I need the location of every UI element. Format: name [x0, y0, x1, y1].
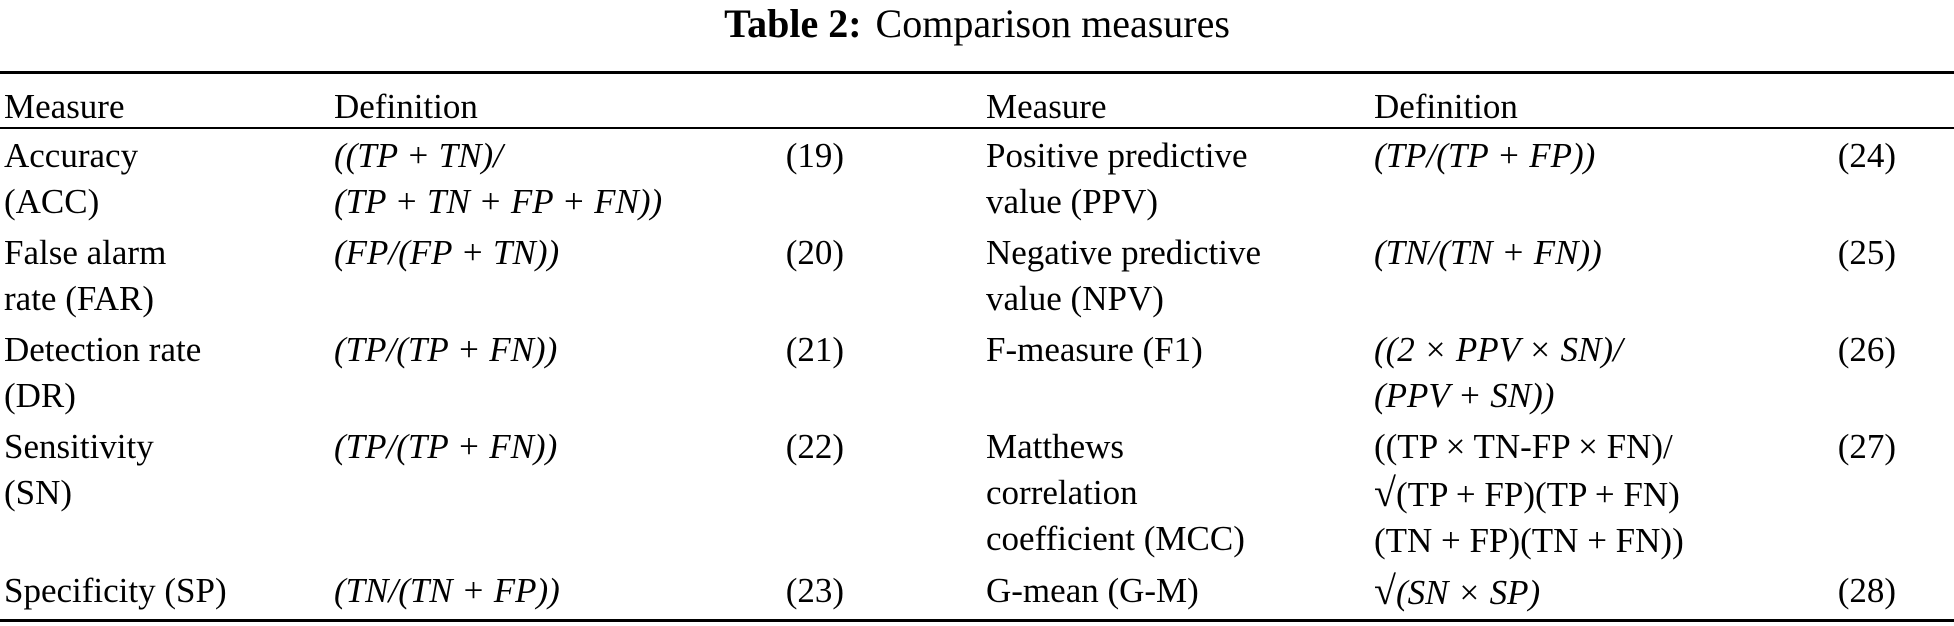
table-row-ppv-measure: Positive predictive value (PPV)	[986, 133, 1247, 225]
table-row-dr-measure: Detection rate (DR)	[4, 327, 201, 419]
table-row-gm-definition: √(SN × SP)	[1374, 568, 1540, 616]
equation-number-19: (19)	[785, 136, 844, 175]
header-definition-right: Definition	[1374, 87, 1518, 126]
table-row-sp-definition: (TN/(TN + FP))	[334, 571, 560, 610]
header-definition-left: Definition	[334, 87, 478, 126]
definition-line: √(TP + FP)(TP + FN)	[1374, 470, 1684, 518]
measure-line: (ACC)	[4, 182, 100, 221]
sqrt-argument: (SN × SP)	[1395, 573, 1541, 612]
measure-line: Negative predictive	[986, 233, 1262, 272]
measure-line: Matthews	[986, 427, 1125, 466]
table-row-npv-measure: Negative predictive value (NPV)	[986, 230, 1261, 322]
measure-line: (SN)	[4, 473, 73, 512]
measure-line: value (PPV)	[986, 182, 1159, 221]
header-measure-right: Measure	[986, 87, 1107, 126]
table-row-acc-definition: ((TP + TN)/ (TP + TN + FP + FN))	[334, 133, 662, 225]
table-row-mcc-measure: Matthews correlation coefficient (MCC)	[986, 424, 1245, 562]
definition-line: (PPV + SN))	[1374, 376, 1555, 415]
definition-line: ((TP + TN)/	[334, 136, 503, 175]
table-row-sn-definition: (TP/(TP + FN))	[334, 427, 558, 466]
table-row-gm-measure: G-mean (G-M)	[986, 571, 1199, 610]
table-row-f1-definition: ((2 × PPV × SN)/ (PPV + SN))	[1374, 327, 1623, 419]
measure-line: rate (FAR)	[4, 279, 154, 318]
equation-number-23: (23)	[785, 571, 844, 610]
definition-line: ((TP × TN-FP × FN)/	[1374, 427, 1673, 466]
table-row-sn-measure: Sensitivity (SN)	[4, 424, 154, 516]
table-row-sp-measure: Specificity (SP)	[4, 571, 227, 610]
measure-line: correlation	[986, 473, 1138, 512]
table-row-far-definition: (FP/(FP + TN))	[334, 233, 560, 272]
table-row-f1-measure: F-measure (F1)	[986, 330, 1203, 369]
table-title: Comparison measures	[875, 1, 1230, 46]
equation-number-21: (21)	[785, 330, 844, 369]
measure-line: False alarm	[4, 233, 167, 272]
equation-number-27: (27)	[1837, 427, 1896, 466]
definition-line: ((2 × PPV × SN)/	[1374, 330, 1623, 369]
equation-number-25: (25)	[1837, 233, 1896, 272]
header-measure-left: Measure	[4, 87, 125, 126]
table-row-npv-definition: (TN/(TN + FN))	[1374, 233, 1602, 272]
equation-number-24: (24)	[1837, 136, 1896, 175]
table-label: Table 2:	[724, 1, 862, 46]
definition-line: (TP + TN + FP + FN))	[334, 182, 663, 221]
measure-line: Sensitivity	[4, 427, 154, 466]
equation-number-22: (22)	[785, 427, 844, 466]
measure-line: value (NPV)	[986, 279, 1164, 318]
top-rule	[0, 71, 1954, 74]
measure-line: Positive predictive	[986, 136, 1248, 175]
table-row-acc-measure: Accuracy (ACC)	[4, 133, 138, 225]
table-row-dr-definition: (TP/(TP + FN))	[334, 330, 558, 369]
table-row-far-measure: False alarm rate (FAR)	[4, 230, 166, 322]
measure-line: coefficient (MCC)	[986, 519, 1245, 558]
measure-line: Accuracy	[4, 136, 139, 175]
equation-number-20: (20)	[785, 233, 844, 272]
table-row-ppv-definition: (TP/(TP + FP))	[1374, 136, 1596, 175]
table-row-mcc-definition: ((TP × TN-FP × FN)/ √(TP + FP)(TP + FN) …	[1374, 424, 1684, 564]
square-root-sign: √	[1374, 470, 1396, 515]
bottom-rule	[0, 619, 1954, 622]
table-caption: Table 2: Comparison measures	[0, 2, 1954, 46]
equation-number-28: (28)	[1837, 571, 1896, 610]
header-rule	[0, 127, 1954, 129]
sqrt-argument: (TP + FP)(TP + FN)	[1395, 475, 1680, 514]
measure-line: Detection rate	[4, 330, 202, 369]
equation-number-26: (26)	[1837, 330, 1896, 369]
square-root-sign: √	[1374, 568, 1396, 613]
definition-line: (TN + FP)(TN + FN))	[1374, 521, 1684, 560]
measure-line: (DR)	[4, 376, 76, 415]
